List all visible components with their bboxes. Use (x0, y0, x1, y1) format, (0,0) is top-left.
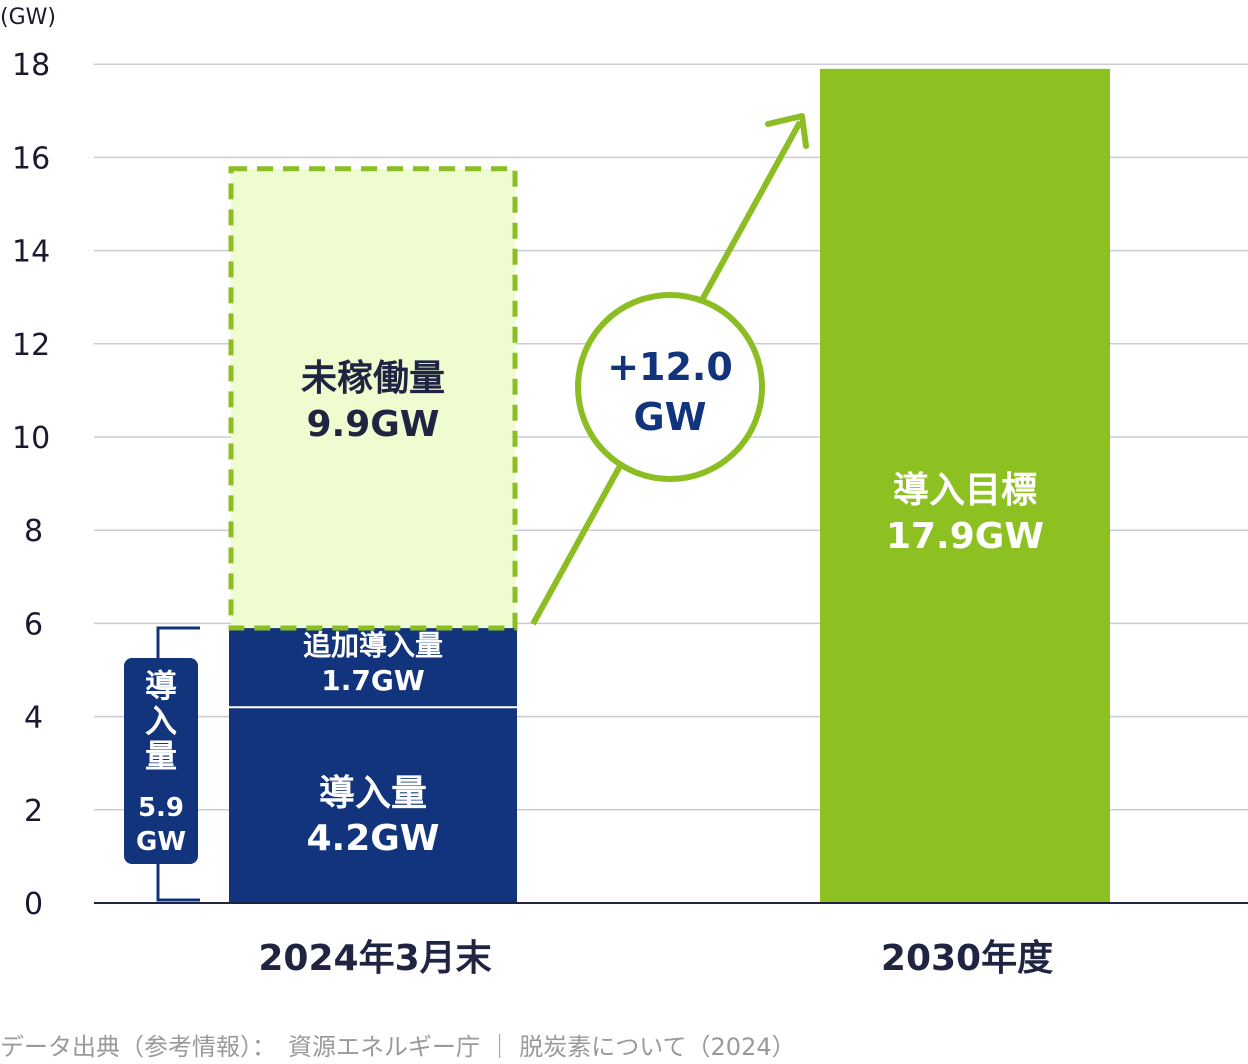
arrow-head-icon (765, 113, 809, 149)
increase-value: +12.0 (607, 345, 733, 389)
category-label-2024: 2024年3月末 (258, 938, 491, 979)
y-tick-label: 14 (12, 235, 50, 270)
y-tick-label: 0 (24, 887, 43, 922)
installed-value: 4.2GW (306, 818, 439, 859)
y-tick-label: 6 (24, 607, 43, 642)
y-tick-label: 18 (12, 48, 50, 83)
target-value: 17.9GW (886, 516, 1044, 557)
additional-value: 1.7GW (321, 664, 425, 697)
bracket-char-3: 量 (145, 737, 177, 775)
bracket-value: 5.9 (138, 793, 184, 823)
idle-label: 未稼働量 (301, 358, 445, 399)
target-label: 導入目標 (893, 470, 1037, 511)
increase-arrow-upper (699, 120, 803, 302)
increase-unit: GW (633, 395, 706, 439)
category-label-2030: 2030年度 (881, 938, 1053, 979)
y-tick-label: 12 (12, 328, 50, 363)
y-tick-label: 16 (12, 141, 50, 176)
installed-label: 導入量 (319, 773, 427, 814)
y-tick-label: 2 (24, 794, 43, 829)
bracket-unit: GW (136, 827, 186, 857)
y-tick-label: 4 (24, 701, 43, 736)
bar-2024-additional (229, 628, 517, 708)
y-axis-ticks: 0 2 4 6 8 10 12 14 16 18 (12, 48, 50, 922)
y-unit-label: (GW) (0, 5, 56, 30)
idle-value: 9.9GW (306, 404, 439, 445)
increase-arrow-lower (530, 464, 623, 626)
bracket-char-1: 導 (145, 667, 177, 705)
bracket-char-2: 入 (145, 702, 177, 740)
bar-2024-idle (228, 166, 518, 631)
y-tick-label: 8 (24, 514, 43, 549)
additional-label: 追加導入量 (303, 629, 443, 662)
bar-2030-target (820, 68, 1110, 904)
bar-2024-installed (229, 707, 517, 903)
bracket-label-box (124, 658, 198, 864)
increase-circle (575, 292, 765, 482)
y-tick-label: 10 (12, 421, 50, 456)
source-note: データ出典（参考情報）： 資源エネルギー庁 ｜ 脱炭素について（2024） (0, 1033, 796, 1061)
